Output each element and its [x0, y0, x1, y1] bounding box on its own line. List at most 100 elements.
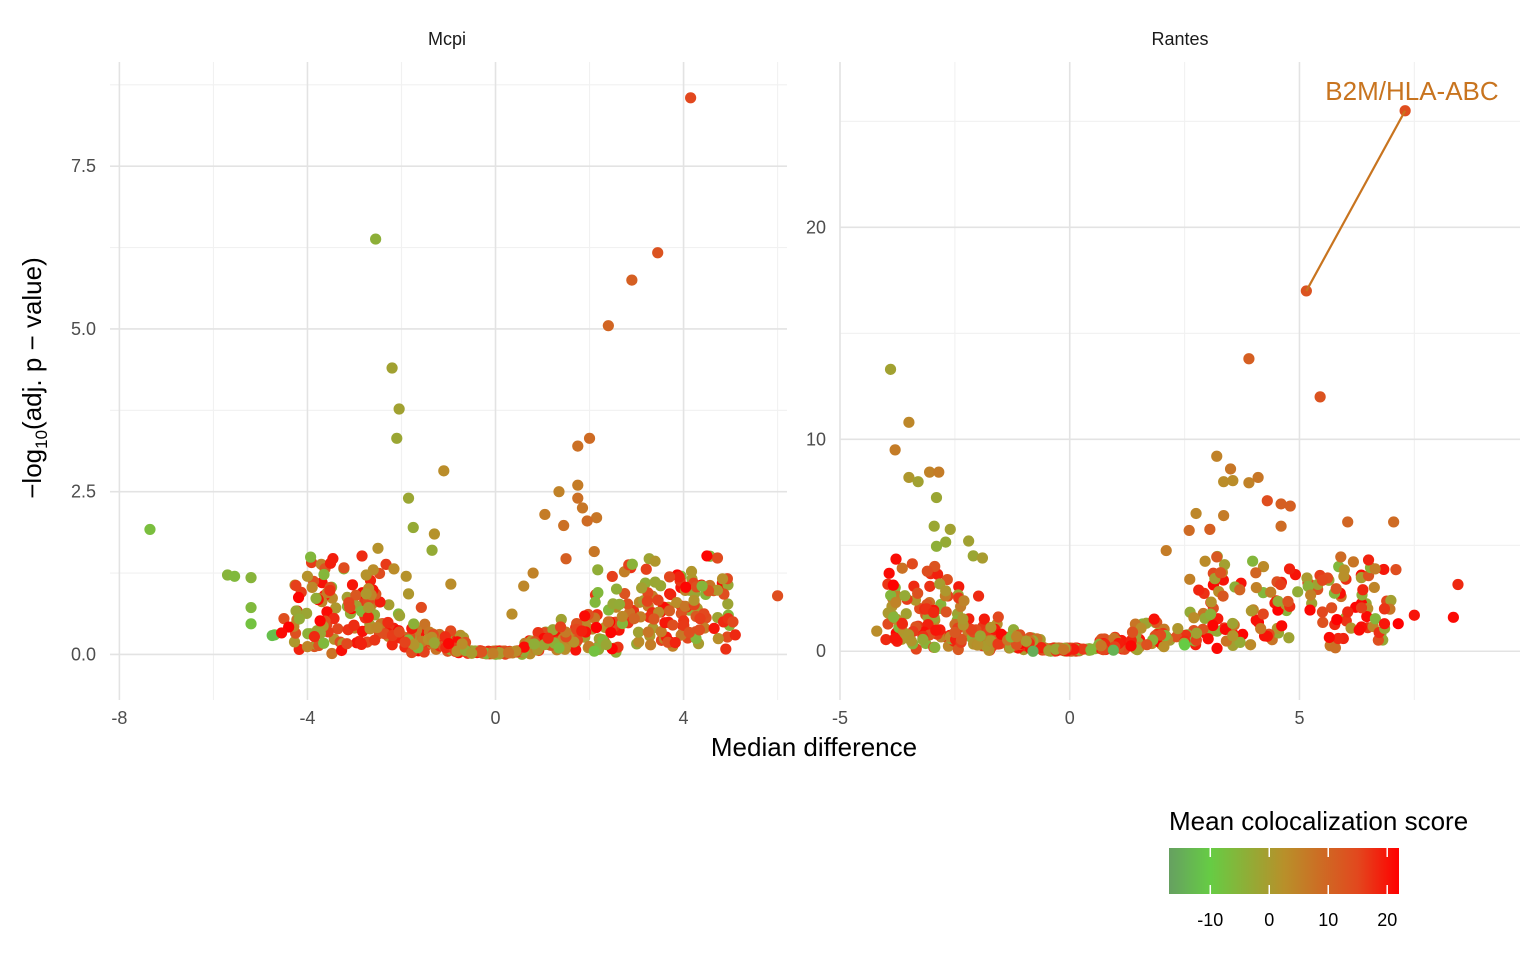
data-point — [1323, 631, 1335, 644]
background-point — [974, 630, 986, 642]
legend: Mean colocalization score -10 0 10 20 — [1169, 806, 1468, 930]
annotation-label: B2M/HLA-ABC — [1325, 76, 1498, 106]
data-point — [1218, 509, 1230, 522]
data-point — [400, 570, 412, 582]
background-point — [456, 638, 468, 650]
background-point — [314, 615, 326, 627]
data-point — [527, 567, 539, 579]
background-point — [1234, 636, 1246, 649]
data-point — [1353, 624, 1365, 636]
legend-colorbar — [1169, 848, 1399, 894]
background-point — [641, 595, 653, 607]
background-point — [972, 590, 985, 602]
background-point — [693, 624, 706, 636]
data-point — [694, 613, 706, 625]
background-point — [722, 598, 734, 610]
background-point — [1283, 632, 1295, 644]
data-point — [1408, 609, 1420, 621]
background-point — [883, 567, 895, 579]
data-point — [1326, 602, 1338, 614]
background-point — [1205, 596, 1217, 608]
data-point — [1314, 391, 1326, 403]
data-point — [930, 491, 943, 504]
background-point — [356, 550, 368, 562]
background-point — [632, 626, 645, 638]
x-tick-label: 0 — [1065, 708, 1075, 728]
data-point — [581, 515, 593, 527]
background-point — [1385, 594, 1397, 607]
data-point — [301, 641, 314, 653]
background-point — [905, 635, 917, 647]
data-point — [1342, 606, 1354, 618]
data-point — [1388, 516, 1400, 528]
background-point — [671, 597, 683, 609]
x-tick-label: -4 — [299, 708, 315, 728]
background-point — [1255, 623, 1267, 635]
background-point — [476, 646, 488, 658]
background-point — [305, 551, 317, 563]
background-point — [1361, 610, 1373, 623]
background-point — [592, 564, 604, 576]
background-point — [1378, 563, 1390, 576]
background-point — [1362, 554, 1375, 566]
data-point — [1190, 507, 1202, 520]
mcpi-x-tick-labels: -8 -4 0 4 — [111, 708, 688, 728]
background-point — [1347, 556, 1359, 568]
data-point — [228, 570, 241, 582]
background-point — [1227, 630, 1239, 642]
rantes-y-tick-labels: 0 10 20 — [806, 217, 826, 661]
data-point — [1378, 603, 1391, 615]
data-point — [572, 479, 584, 491]
background-point — [930, 624, 942, 636]
background-point — [443, 637, 455, 650]
data-point — [370, 233, 382, 245]
background-point — [906, 558, 918, 570]
background-point — [1193, 584, 1205, 596]
data-point — [301, 570, 314, 582]
background-point — [590, 621, 603, 634]
background-point — [1202, 633, 1214, 645]
background-point — [900, 608, 912, 620]
data-point — [928, 520, 940, 532]
background-point — [644, 639, 657, 651]
x-tick-label: 5 — [1294, 708, 1304, 728]
background-point — [648, 613, 660, 625]
background-point — [1276, 620, 1288, 632]
background-point — [1302, 580, 1314, 593]
data-point — [880, 633, 892, 646]
legend-tick-label: 20 — [1377, 910, 1397, 930]
x-tick-label: 0 — [491, 708, 501, 728]
data-point — [871, 625, 883, 637]
data-point — [1355, 602, 1368, 614]
data-point — [912, 476, 924, 488]
background-point — [720, 643, 732, 655]
y-tick-label: 0.0 — [71, 644, 96, 664]
data-point — [685, 92, 697, 104]
background-point — [1331, 614, 1343, 626]
background-point — [927, 606, 940, 618]
data-point — [1178, 639, 1191, 651]
background-point — [655, 626, 667, 638]
background-point — [466, 647, 478, 659]
background-point — [579, 610, 591, 622]
data-point — [889, 632, 901, 645]
background-point — [890, 596, 902, 609]
data-point — [572, 492, 584, 504]
data-point — [930, 540, 943, 552]
background-point — [1338, 570, 1350, 582]
background-point — [992, 638, 1004, 650]
background-point — [554, 621, 567, 633]
data-point — [903, 471, 915, 484]
data-point — [278, 613, 290, 625]
background-point — [332, 623, 344, 635]
background-point — [1369, 613, 1381, 625]
background-point — [890, 553, 902, 565]
background-point — [518, 641, 530, 653]
background-point — [528, 638, 540, 650]
y-tick-label: 0 — [816, 641, 826, 661]
background-point — [330, 602, 342, 614]
background-point — [1275, 578, 1287, 591]
data-point — [1243, 477, 1255, 489]
background-point — [1214, 567, 1227, 579]
